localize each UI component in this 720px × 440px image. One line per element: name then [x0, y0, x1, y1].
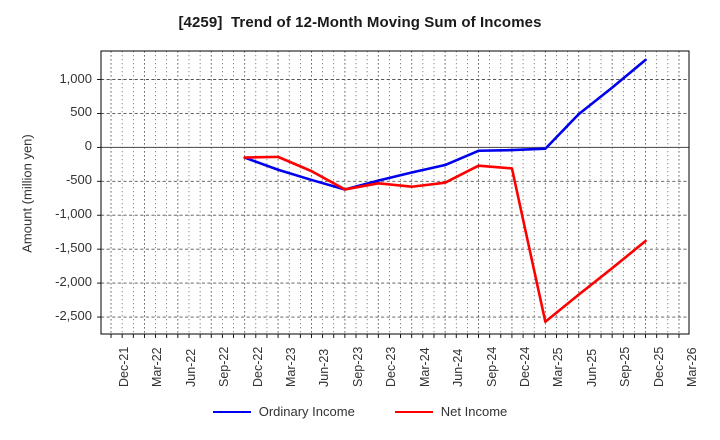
- plot-frame: [100, 50, 690, 335]
- y-axis-tick-label: -1,000: [55, 206, 92, 222]
- legend-entry-1[interactable]: Ordinary Income: [212, 404, 355, 419]
- y-axis-tick-label: -1,500: [55, 240, 92, 256]
- legend-line-swatch: [212, 410, 251, 413]
- y-axis-tick-label: 1,000: [59, 70, 92, 86]
- gridlines: [97, 51, 689, 338]
- series-line-1: [243, 58, 647, 191]
- data-series-layer: [243, 58, 647, 324]
- y-axis-tick-label: -2,500: [55, 308, 92, 324]
- series-line-2: [243, 155, 647, 324]
- chart-legend: Ordinary Income Net Income: [0, 404, 720, 419]
- legend-label: Net Income: [440, 404, 508, 419]
- legend-label: Ordinary Income: [258, 404, 355, 419]
- legend-line-swatch: [394, 410, 433, 413]
- y-axis-tick-label: 500: [70, 104, 92, 120]
- chart-title: [4259] Trend of 12-Month Moving Sum of I…: [178, 14, 542, 31]
- y-axis-tick-label: 0: [84, 138, 92, 154]
- y-axis-tick-label: -2,000: [55, 274, 92, 290]
- y-axis-tick-label: -500: [65, 172, 92, 188]
- legend-entry-2[interactable]: Net Income: [394, 404, 508, 419]
